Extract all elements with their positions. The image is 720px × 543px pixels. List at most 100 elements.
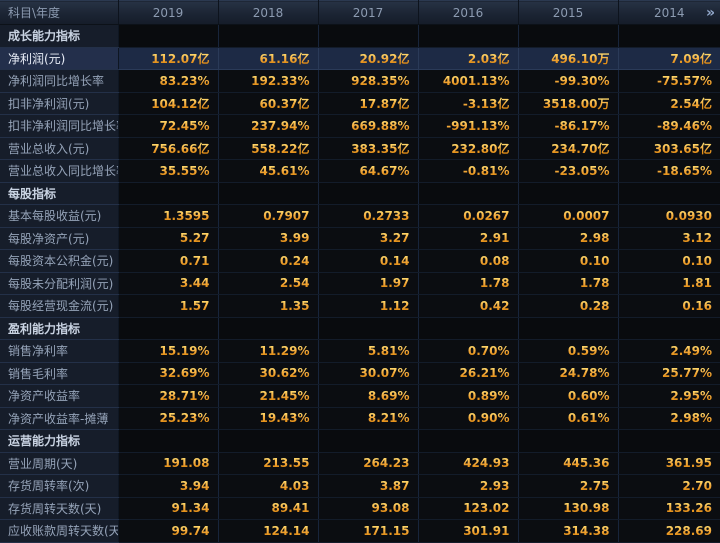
table-row[interactable]: 营业总收入同比增长率 35.55% 45.61% 64.67% -0.81% -23.05… — [0, 159, 720, 183]
value-text: 0.42 — [479, 298, 510, 313]
empty-cell — [618, 317, 720, 340]
year-label: 2014 — [653, 5, 685, 20]
cell-value: 234.70亿 — [518, 137, 619, 160]
cell-value: 4.03 — [218, 474, 319, 498]
value-text: 25.23% — [159, 411, 210, 426]
cell-value: 112.07亿 — [118, 47, 219, 70]
cell-value: 61.16亿 — [218, 47, 319, 70]
value-text: 2.49% — [670, 343, 712, 358]
table-row[interactable]: 扣非净利润(元) 104.12亿 60.37亿 17.87亿 -3.13亿 3518.00… — [0, 92, 720, 115]
cell-value: 60.37亿 — [218, 92, 319, 115]
value-text: 234.70亿 — [551, 141, 610, 156]
row-label: 基本每股收益(元) — [0, 204, 119, 228]
cell-value: -3.13亿 — [418, 92, 519, 115]
cell-value: 496.10万 — [518, 47, 619, 70]
value-text: 2.98 — [579, 231, 610, 246]
row-label: 扣非净利润同比增长率 — [0, 114, 119, 138]
empty-cell — [418, 317, 519, 340]
cell-value: 1.78 — [518, 272, 619, 295]
row-label: 净利润同比增长率 — [0, 69, 119, 93]
cell-value: 1.57 — [118, 294, 219, 318]
table-row[interactable]: 存货周转天数(天) 91.34 89.41 93.08 123.02 130.98 133.… — [0, 497, 720, 520]
value-text: 0.89% — [467, 388, 510, 403]
value-text: 8.69% — [367, 388, 410, 403]
section-row: 每股指标 — [0, 182, 720, 205]
table-row[interactable]: 净资产收益率 28.71% 21.45% 8.69% 0.89% 0.60% 2.95% — [0, 384, 720, 408]
cell-value: 192.33% — [218, 69, 319, 93]
table-header: 科目\年度 2019 2018 2017 2016 2015 2014 » — [0, 0, 720, 25]
row-label: 销售净利率 — [0, 339, 119, 363]
cell-value: 1.97 — [318, 272, 419, 295]
table-row[interactable]: 净资产收益率-摊薄 25.23% 19.43% 8.21% 0.90% 0.61% 2.98… — [0, 407, 720, 430]
cell-value: 3.94 — [118, 474, 219, 498]
value-text: 1.97 — [379, 276, 410, 291]
table-row[interactable]: 销售净利率 15.19% 11.29% 5.81% 0.70% 0.59% 2.49% — [0, 339, 720, 363]
value-text: 0.24 — [279, 253, 310, 268]
row-label: 销售毛利率 — [0, 362, 119, 385]
cell-value: 756.66亿 — [118, 137, 219, 160]
table-row[interactable]: 基本每股收益(元) 1.3595 0.7907 0.2733 0.0267 0.0007 0… — [0, 204, 720, 228]
value-text: 20.92亿 — [359, 51, 410, 66]
table-row[interactable]: 销售毛利率 32.69% 30.62% 30.07% 26.21% 24.78% 25.77… — [0, 362, 720, 385]
value-text: 93.08 — [371, 501, 410, 516]
empty-cell — [618, 24, 720, 48]
table-row[interactable]: 存货周转率(次) 3.94 4.03 3.87 2.93 2.75 2.70 — [0, 474, 720, 498]
empty-cell — [318, 24, 419, 48]
value-text: 99.74 — [171, 523, 210, 538]
value-text: 130.98 — [563, 501, 610, 516]
value-text: 301.91 — [463, 523, 510, 538]
cell-value: 2.98% — [618, 407, 720, 430]
empty-cell — [318, 317, 419, 340]
value-text: 72.45% — [159, 118, 210, 133]
value-text: -23.05% — [554, 163, 610, 178]
cell-value: 928.35% — [318, 69, 419, 93]
row-label: 每股经营现金流(元) — [0, 294, 119, 318]
cell-value: 72.45% — [118, 114, 219, 138]
value-text: 4001.13% — [442, 73, 510, 88]
value-text: 0.0267 — [463, 208, 510, 223]
cell-value: 361.95 — [618, 452, 720, 475]
value-text: 8.21% — [367, 411, 410, 426]
value-text: 2.91 — [479, 231, 510, 246]
more-years-icon[interactable]: » — [705, 4, 715, 21]
section-title: 每股指标 — [0, 182, 119, 205]
value-text: 191.08 — [163, 456, 210, 471]
cell-value: 24.78% — [518, 362, 619, 385]
table-row[interactable]: 净利润同比增长率 83.23% 192.33% 928.35% 4001.13% -99.… — [0, 69, 720, 93]
value-text: 133.26 — [665, 501, 712, 516]
year-label: 2017 — [352, 5, 384, 20]
table-row[interactable]: 每股净资产(元) 5.27 3.99 3.27 2.91 2.98 3.12 — [0, 227, 720, 250]
value-text: 17.87亿 — [359, 96, 410, 111]
value-text: 424.93 — [463, 456, 510, 471]
cell-value: 2.70 — [618, 474, 720, 498]
table-row[interactable]: 营业总收入(元) 756.66亿 558.22亿 383.35亿 232.80亿 234.… — [0, 137, 720, 160]
cell-value: 45.61% — [218, 159, 319, 183]
empty-cell — [218, 317, 319, 340]
value-text: 1.3595 — [163, 208, 210, 223]
value-text: 558.22亿 — [251, 141, 310, 156]
value-text: 2.03亿 — [467, 51, 510, 66]
value-text: 0.0007 — [563, 208, 610, 223]
table-row[interactable]: 扣非净利润同比增长率 72.45% 237.94% 669.88% -991.13% -8… — [0, 114, 720, 138]
value-text: 0.28 — [579, 298, 610, 313]
table-row[interactable]: 净利润(元) 112.07亿 61.16亿 20.92亿 2.03亿 496.10万 7.0… — [0, 47, 720, 70]
value-text: 213.55 — [263, 456, 310, 471]
table-row[interactable]: 应收账款周转天数(天) 99.74 124.14 171.15 301.91 314.38… — [0, 519, 720, 543]
cell-value: 0.0007 — [518, 204, 619, 228]
cell-value: 314.38 — [518, 519, 619, 543]
table-row[interactable]: 每股经营现金流(元) 1.57 1.35 1.12 0.42 0.28 0.16 — [0, 294, 720, 318]
value-text: 0.71 — [179, 253, 210, 268]
table-row[interactable]: 每股资本公积金(元) 0.71 0.24 0.14 0.08 0.10 0.10 — [0, 249, 720, 273]
cell-value: 228.69 — [618, 519, 720, 543]
empty-cell — [618, 429, 720, 453]
cell-value: 3.99 — [218, 227, 319, 250]
empty-cell — [418, 24, 519, 48]
cell-value: 5.27 — [118, 227, 219, 250]
value-text: 124.14 — [263, 523, 310, 538]
table-row[interactable]: 营业周期(天) 191.08 213.55 264.23 424.93 445.36 361… — [0, 452, 720, 475]
empty-cell — [518, 317, 619, 340]
table-row[interactable]: 每股未分配利润(元) 3.44 2.54 1.97 1.78 1.78 1.81 — [0, 272, 720, 295]
cell-value: 91.34 — [118, 497, 219, 520]
value-text: 2.98% — [670, 411, 712, 426]
cell-value: 3.87 — [318, 474, 419, 498]
